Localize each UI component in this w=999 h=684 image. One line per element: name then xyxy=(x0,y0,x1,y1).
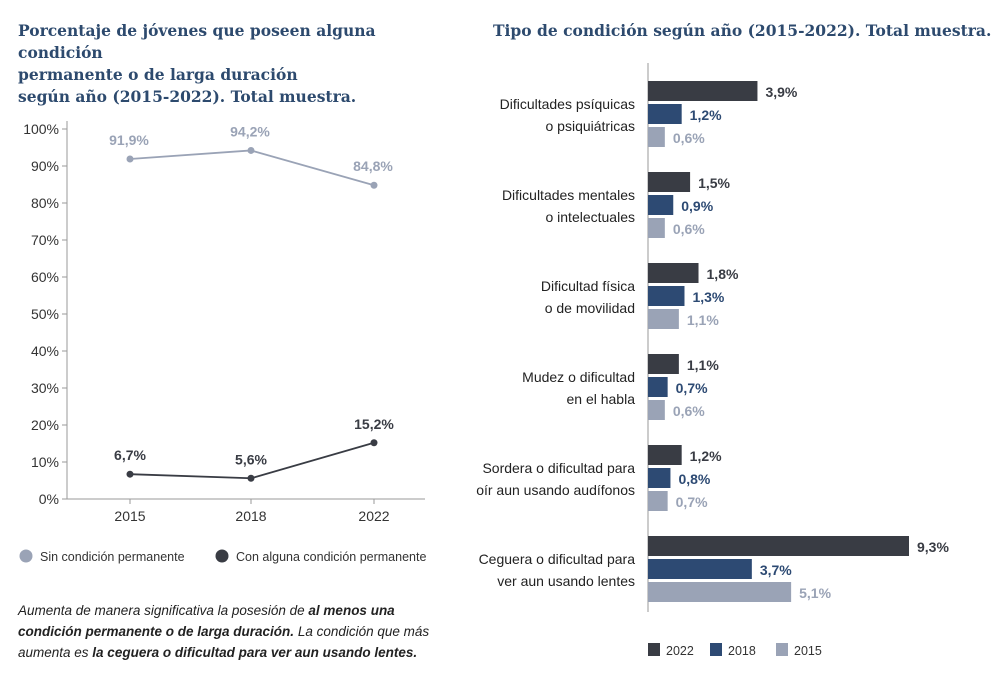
bar-value-label: 5,1% xyxy=(799,585,831,601)
x-tick-label: 2015 xyxy=(114,508,145,524)
note-text-2: La condición que más aumenta es xyxy=(18,624,430,660)
bar-value-label: 1,8% xyxy=(707,266,739,282)
legend-swatch xyxy=(776,643,788,656)
bar-value-label: 3,9% xyxy=(765,84,797,100)
legend-label: 2018 xyxy=(728,644,756,658)
y-tick-label: 80% xyxy=(31,195,59,211)
legend-label: 2015 xyxy=(794,644,822,658)
bar-2018 xyxy=(648,468,671,488)
legend-swatch xyxy=(710,643,722,656)
bar-chart-title: Tipo de condición según año (2015-2022).… xyxy=(493,21,992,40)
bar-2015 xyxy=(648,218,665,238)
legend-label: 2022 xyxy=(666,644,694,658)
category-label-line: Dificultad física xyxy=(541,278,635,294)
y-tick-label: 60% xyxy=(31,269,59,285)
category-label-line: Mudez o dificultad xyxy=(522,369,635,385)
bar-value-label: 0,7% xyxy=(676,494,708,510)
bar-2015 xyxy=(648,127,665,147)
y-tick-label: 70% xyxy=(31,232,59,248)
y-tick-label: 40% xyxy=(31,343,59,359)
bar-value-label: 0,8% xyxy=(678,471,710,487)
data-label: 91,9% xyxy=(109,132,149,148)
category-label-line: Dificultades psíquicas xyxy=(500,96,635,112)
bar-2015 xyxy=(648,582,792,602)
line-chart-title: Porcentaje de jóvenes que poseen alguna … xyxy=(18,20,458,108)
bar-2018 xyxy=(648,559,752,579)
note-bold-1: al menos una condición permanente o de l… xyxy=(18,603,395,639)
y-tick-label: 10% xyxy=(31,454,59,470)
data-label: 15,2% xyxy=(354,416,394,432)
bar-2015 xyxy=(648,491,668,511)
bar-value-label: 0,6% xyxy=(673,130,705,146)
x-tick-label: 2022 xyxy=(358,508,389,524)
bar-2015 xyxy=(648,400,665,420)
bar-2018 xyxy=(648,286,685,306)
bar-value-label: 0,7% xyxy=(676,380,708,396)
legend-marker xyxy=(215,549,229,563)
data-label: 6,7% xyxy=(114,447,146,463)
category-label-line: Sordera o dificultad para xyxy=(482,460,635,476)
y-tick-label: 90% xyxy=(31,158,59,174)
x-tick-label: 2018 xyxy=(235,508,266,524)
line-chart-title-line-1: Porcentaje de jóvenes que poseen alguna … xyxy=(18,21,376,62)
bar-2022 xyxy=(648,263,699,283)
legend-swatch xyxy=(648,643,660,656)
bar-value-label: 1,5% xyxy=(698,175,730,191)
line-chart: 0% 10% 20% 30% 40% 50% 60% 70% 80% 90% 100% 2015 201… xyxy=(19,121,426,564)
data-label: 94,2% xyxy=(230,123,270,139)
data-label: 84,8% xyxy=(353,158,393,174)
data-point xyxy=(370,181,378,189)
note-text-1: Aumenta de manera significativa la poses… xyxy=(18,603,309,618)
legend-label: Sin condición permanente xyxy=(40,550,185,564)
bar-2022 xyxy=(648,445,682,465)
bar-2022 xyxy=(648,81,758,101)
bar-value-label: 9,3% xyxy=(917,539,949,555)
bar-value-label: 1,1% xyxy=(687,312,719,328)
y-tick-label: 20% xyxy=(31,417,59,433)
bar-value-label: 0,6% xyxy=(673,221,705,237)
category-label-line: o psiquiátricas xyxy=(546,118,636,134)
category-label-line: oír aun usando audífonos xyxy=(476,482,635,498)
y-tick-label: 50% xyxy=(31,306,59,322)
category-label-line: Ceguera o dificultad para xyxy=(479,551,636,567)
bar-value-label: 1,2% xyxy=(690,448,722,464)
summary-note: Aumenta de manera significativa la poses… xyxy=(18,600,438,663)
y-tick-label: 0% xyxy=(39,491,59,507)
bar-2018 xyxy=(648,104,682,124)
bar-2018 xyxy=(648,377,668,397)
legend-marker xyxy=(19,549,33,563)
category-label-line: o intelectuales xyxy=(545,209,635,225)
bar-2022 xyxy=(648,354,679,374)
category-label-line: o de movilidad xyxy=(545,300,635,316)
bar-value-label: 1,1% xyxy=(687,357,719,373)
category-label-line: ver aun usando lentes xyxy=(497,573,635,589)
line-chart-title-line-2: permanente o de larga duración xyxy=(18,65,298,84)
note-bold-2: la ceguera o dificultad para ver aun usa… xyxy=(92,645,418,660)
y-tick-label: 100% xyxy=(23,121,59,137)
data-point xyxy=(247,474,255,482)
data-label: 5,6% xyxy=(235,451,267,467)
bar-2018 xyxy=(648,195,674,215)
bar-2022 xyxy=(648,172,691,192)
bar-2022 xyxy=(648,536,909,556)
bar-value-label: 0,6% xyxy=(673,403,705,419)
y-tick-label: 30% xyxy=(31,380,59,396)
data-point xyxy=(247,146,255,154)
data-point xyxy=(126,155,134,163)
category-label-line: en el habla xyxy=(566,391,635,407)
data-point xyxy=(370,439,378,447)
bar-value-label: 1,3% xyxy=(692,289,724,305)
bar-value-label: 3,7% xyxy=(760,562,792,578)
category-label-line: Dificultades mentales xyxy=(502,187,635,203)
line-chart-title-line-3: según año (2015-2022). Total muestra. xyxy=(18,87,357,106)
legend-label: Con alguna condición permanente xyxy=(236,550,426,564)
bar-value-label: 1,2% xyxy=(690,107,722,123)
bar-value-label: 0,9% xyxy=(681,198,713,214)
bar-2015 xyxy=(648,309,679,329)
data-point xyxy=(126,470,134,478)
